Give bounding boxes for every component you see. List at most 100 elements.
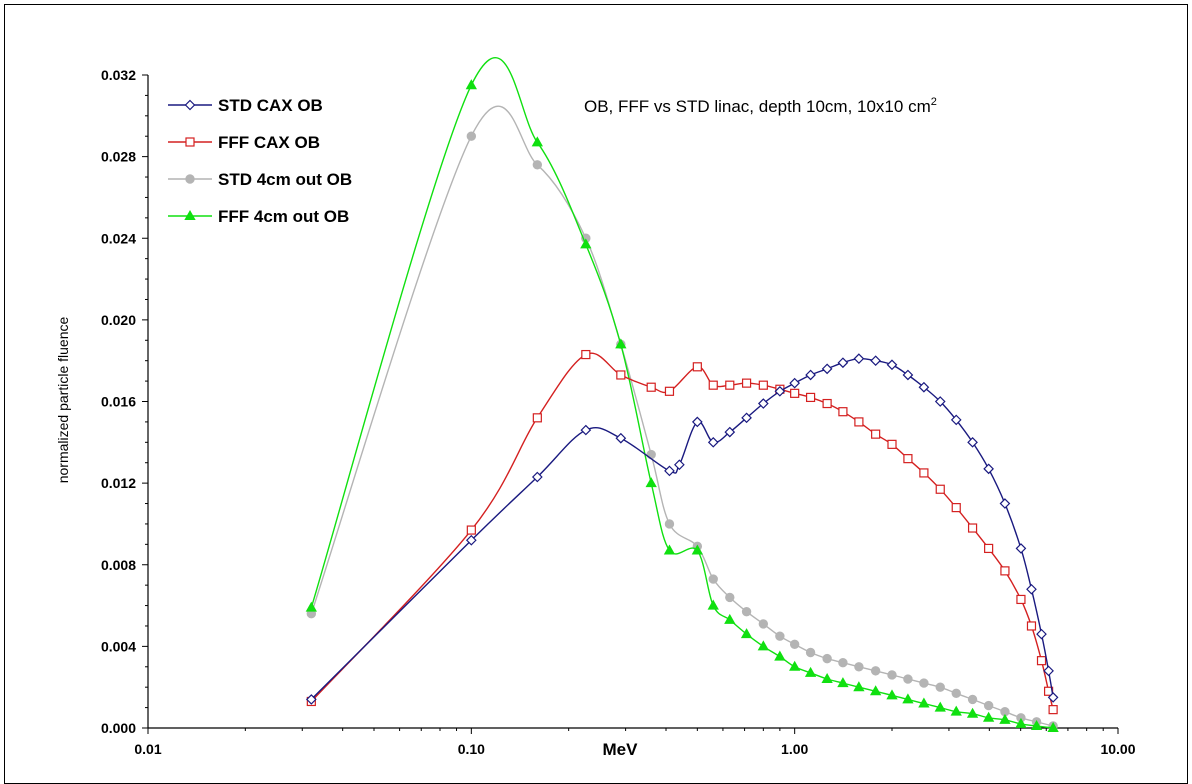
data-point — [664, 519, 675, 529]
plot-area — [305, 57, 1059, 732]
data-point — [983, 463, 994, 475]
data-point — [1015, 717, 1027, 728]
data-point — [531, 471, 543, 483]
x-tick-label: 0.10 — [458, 741, 485, 757]
data-point — [758, 619, 769, 629]
data-point — [724, 426, 736, 438]
y-tick-label: 0.000 — [101, 720, 136, 736]
data-point — [887, 670, 897, 680]
y-tick-label: 0.004 — [101, 638, 136, 654]
data-point — [615, 432, 627, 444]
data-point — [1036, 628, 1047, 640]
data-point — [532, 413, 542, 423]
data-point — [741, 606, 752, 617]
data-point — [580, 238, 592, 249]
data-point — [646, 449, 656, 460]
data-point — [757, 640, 769, 651]
data-point — [691, 416, 703, 428]
data-point — [984, 543, 994, 554]
data-point — [853, 353, 865, 364]
legend-marker — [185, 137, 195, 147]
series-line — [310, 357, 1054, 700]
data-point — [886, 689, 898, 700]
data-point — [967, 523, 978, 533]
data-point — [1000, 566, 1010, 576]
series-line — [310, 352, 1054, 710]
data-point — [950, 414, 962, 426]
data-point — [935, 484, 945, 494]
data-point — [837, 677, 849, 688]
data-point — [581, 349, 591, 360]
data-point — [774, 650, 786, 661]
data-point — [740, 628, 753, 639]
chart-title: OB, FFF vs STD linac, depth 10cm, 10x10 … — [584, 96, 937, 116]
data-point — [789, 377, 801, 389]
data-point — [691, 544, 703, 555]
data-point — [775, 631, 785, 641]
legend-label: FFF 4cm out OB — [218, 207, 349, 226]
data-point — [466, 131, 477, 141]
data-point — [966, 707, 979, 718]
y-tick-label: 0.028 — [101, 149, 136, 165]
data-point — [789, 639, 800, 650]
data-point — [918, 697, 930, 708]
data-point — [805, 392, 816, 403]
legend-label: STD CAX OB — [218, 96, 323, 115]
y-axis-label: normalized particle fluence — [55, 317, 71, 484]
data-point — [465, 79, 477, 90]
data-point — [805, 647, 816, 658]
data-point — [918, 381, 930, 393]
data-point — [838, 658, 848, 668]
data-point — [967, 694, 978, 705]
chart-title-superscript: 2 — [931, 96, 937, 108]
data-point — [822, 653, 832, 664]
data-point — [305, 601, 317, 612]
data-point — [871, 429, 881, 439]
data-point — [645, 477, 657, 488]
y-tick-label: 0.008 — [101, 557, 136, 573]
data-point — [1030, 719, 1043, 730]
data-point — [1016, 594, 1026, 605]
data-point — [724, 613, 736, 624]
data-point — [887, 439, 897, 449]
data-point — [663, 544, 676, 555]
data-point — [919, 678, 929, 688]
y-tick-label: 0.020 — [101, 312, 136, 328]
data-point — [934, 701, 946, 712]
legend-marker — [184, 99, 196, 111]
data-point — [616, 370, 626, 380]
data-point — [465, 534, 477, 546]
data-point — [1026, 583, 1037, 595]
data-point — [674, 459, 685, 471]
data-point — [999, 713, 1011, 724]
data-point — [853, 681, 865, 692]
data-point — [741, 378, 752, 388]
axes: 0.0000.0040.0080.0120.0160.0200.0240.028… — [101, 67, 1136, 757]
data-point — [531, 136, 543, 147]
data-point — [1026, 621, 1037, 631]
legend-marker — [185, 174, 195, 184]
data-point — [854, 417, 864, 427]
data-point — [774, 385, 786, 397]
legend: STD CAX OB FFF CAX OB STD 4cm out OB FFF 4c… — [168, 96, 352, 226]
data-point — [983, 700, 994, 711]
data-point — [902, 369, 914, 381]
data-point — [821, 363, 833, 375]
data-point — [646, 382, 656, 392]
data-point — [838, 407, 848, 417]
data-point — [869, 685, 882, 696]
y-tick-label: 0.024 — [101, 230, 136, 246]
data-point — [1047, 721, 1059, 732]
data-point — [935, 682, 945, 692]
data-point — [903, 674, 913, 684]
data-point — [305, 694, 317, 705]
data-point — [919, 468, 929, 478]
data-point — [790, 388, 800, 398]
data-point — [951, 503, 961, 513]
series-line — [310, 57, 1054, 729]
data-point — [950, 705, 962, 716]
y-tick-label: 0.012 — [101, 475, 136, 491]
data-point — [692, 362, 702, 372]
y-tick-label: 0.032 — [101, 67, 136, 83]
